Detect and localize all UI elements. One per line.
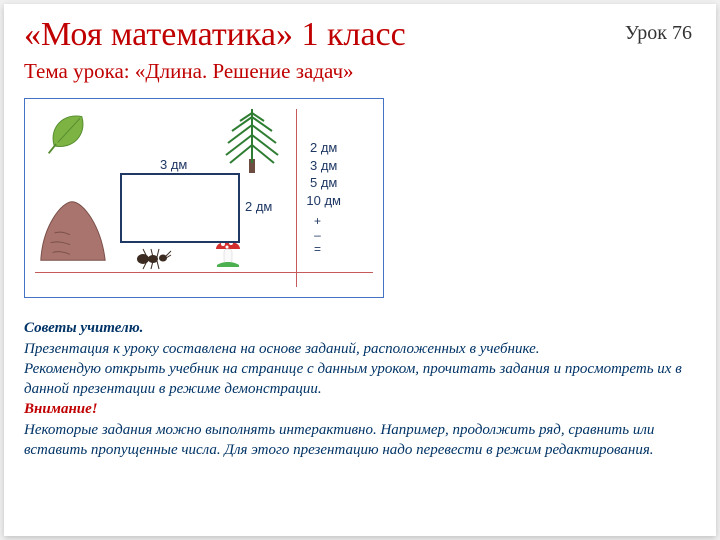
ant-icon: [133, 247, 173, 271]
attention-heading: Внимание!: [24, 401, 98, 417]
pine-tree-icon: [221, 105, 283, 175]
page-subtitle: Тема урока: «Длина. Решение задач»: [24, 59, 696, 84]
op-equals: =: [314, 243, 321, 257]
value-item: 10 дм: [306, 192, 341, 210]
value-item: 3 дм: [306, 157, 341, 175]
operator-list: + – =: [314, 215, 321, 256]
horizontal-rule: [35, 272, 373, 273]
anthill-icon: [33, 195, 111, 265]
advice-text: Рекомендую открыть учебник на странице с…: [24, 359, 696, 400]
op-plus: +: [314, 215, 321, 229]
advice-block: Советы учителю. Презентация к уроку сост…: [24, 318, 696, 460]
advice-text: Некоторые задания можно выполнять интера…: [24, 420, 696, 461]
value-item: 5 дм: [306, 174, 341, 192]
lesson-number: Урок 76: [625, 22, 692, 45]
slide: «Моя математика» 1 класс Урок 76 Тема ур…: [4, 4, 716, 536]
value-item: 2 дм: [306, 139, 341, 157]
leaf-icon: [45, 111, 91, 157]
advice-heading: Советы учителю.: [24, 320, 143, 336]
page-title: «Моя математика» 1 класс: [24, 16, 696, 53]
op-minus: –: [314, 229, 321, 243]
rect-right-label: 2 дм: [245, 199, 272, 214]
vertical-rule: [296, 109, 297, 287]
value-list: 2 дм 3 дм 5 дм 10 дм: [306, 139, 341, 209]
rectangle-shape: [120, 173, 240, 243]
advice-text: Презентация к уроку составлена на основе…: [24, 339, 696, 359]
diagram: 3 дм 2 дм 2 дм 3 дм 5 дм 10 дм + – =: [24, 98, 384, 298]
rect-top-label: 3 дм: [160, 157, 187, 172]
